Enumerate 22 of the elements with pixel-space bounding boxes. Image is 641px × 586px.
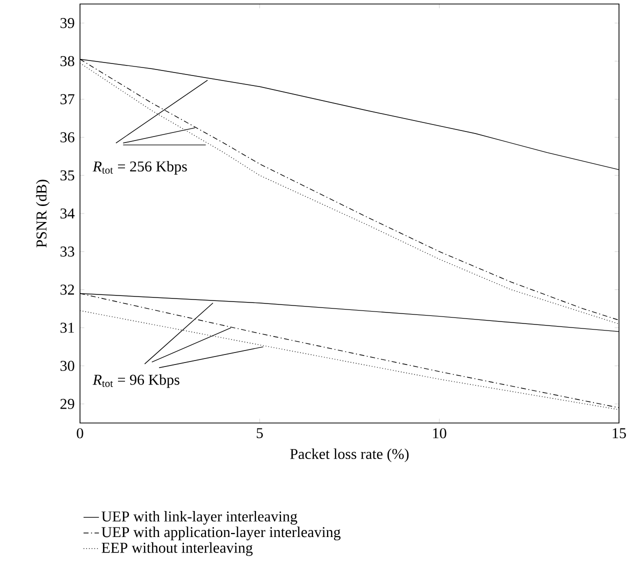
y-tick-label: 32 (60, 284, 74, 295)
y-tick-label: 29 (60, 398, 74, 409)
y-tick-label: 38 (60, 56, 74, 66)
x-tick-label: 5 (256, 428, 263, 438)
x-axis-title: Packet loss rate (%) (290, 448, 409, 462)
legend-label: EEP without interleaving (102, 542, 253, 556)
y-tick-label: 35 (60, 170, 74, 180)
annotation: R$_{tot}$ = 256 Kbps (92, 160, 187, 175)
y-tick-label: 30 (60, 360, 74, 371)
legend-label: UEP with link-layer interleaving (102, 511, 298, 525)
x-tick-label: 0 (76, 428, 84, 438)
x-tick-label: 15 (612, 428, 626, 438)
y-tick-label: 31 (60, 322, 74, 333)
y-axis-title: PSNR (dB) (36, 180, 50, 248)
y-tick-label: 36 (60, 132, 74, 142)
x-tick-label: 10 (433, 428, 446, 438)
y-tick-label: 37 (60, 94, 74, 104)
legend-label: UEP with application-layer interleaving (102, 526, 341, 540)
y-tick-label: 39 (60, 18, 74, 28)
y-tick-label: 34 (60, 208, 75, 219)
y-tick-label: 33 (60, 246, 74, 257)
annotation: R$_{tot}$ = 96 Kbps (92, 374, 180, 388)
